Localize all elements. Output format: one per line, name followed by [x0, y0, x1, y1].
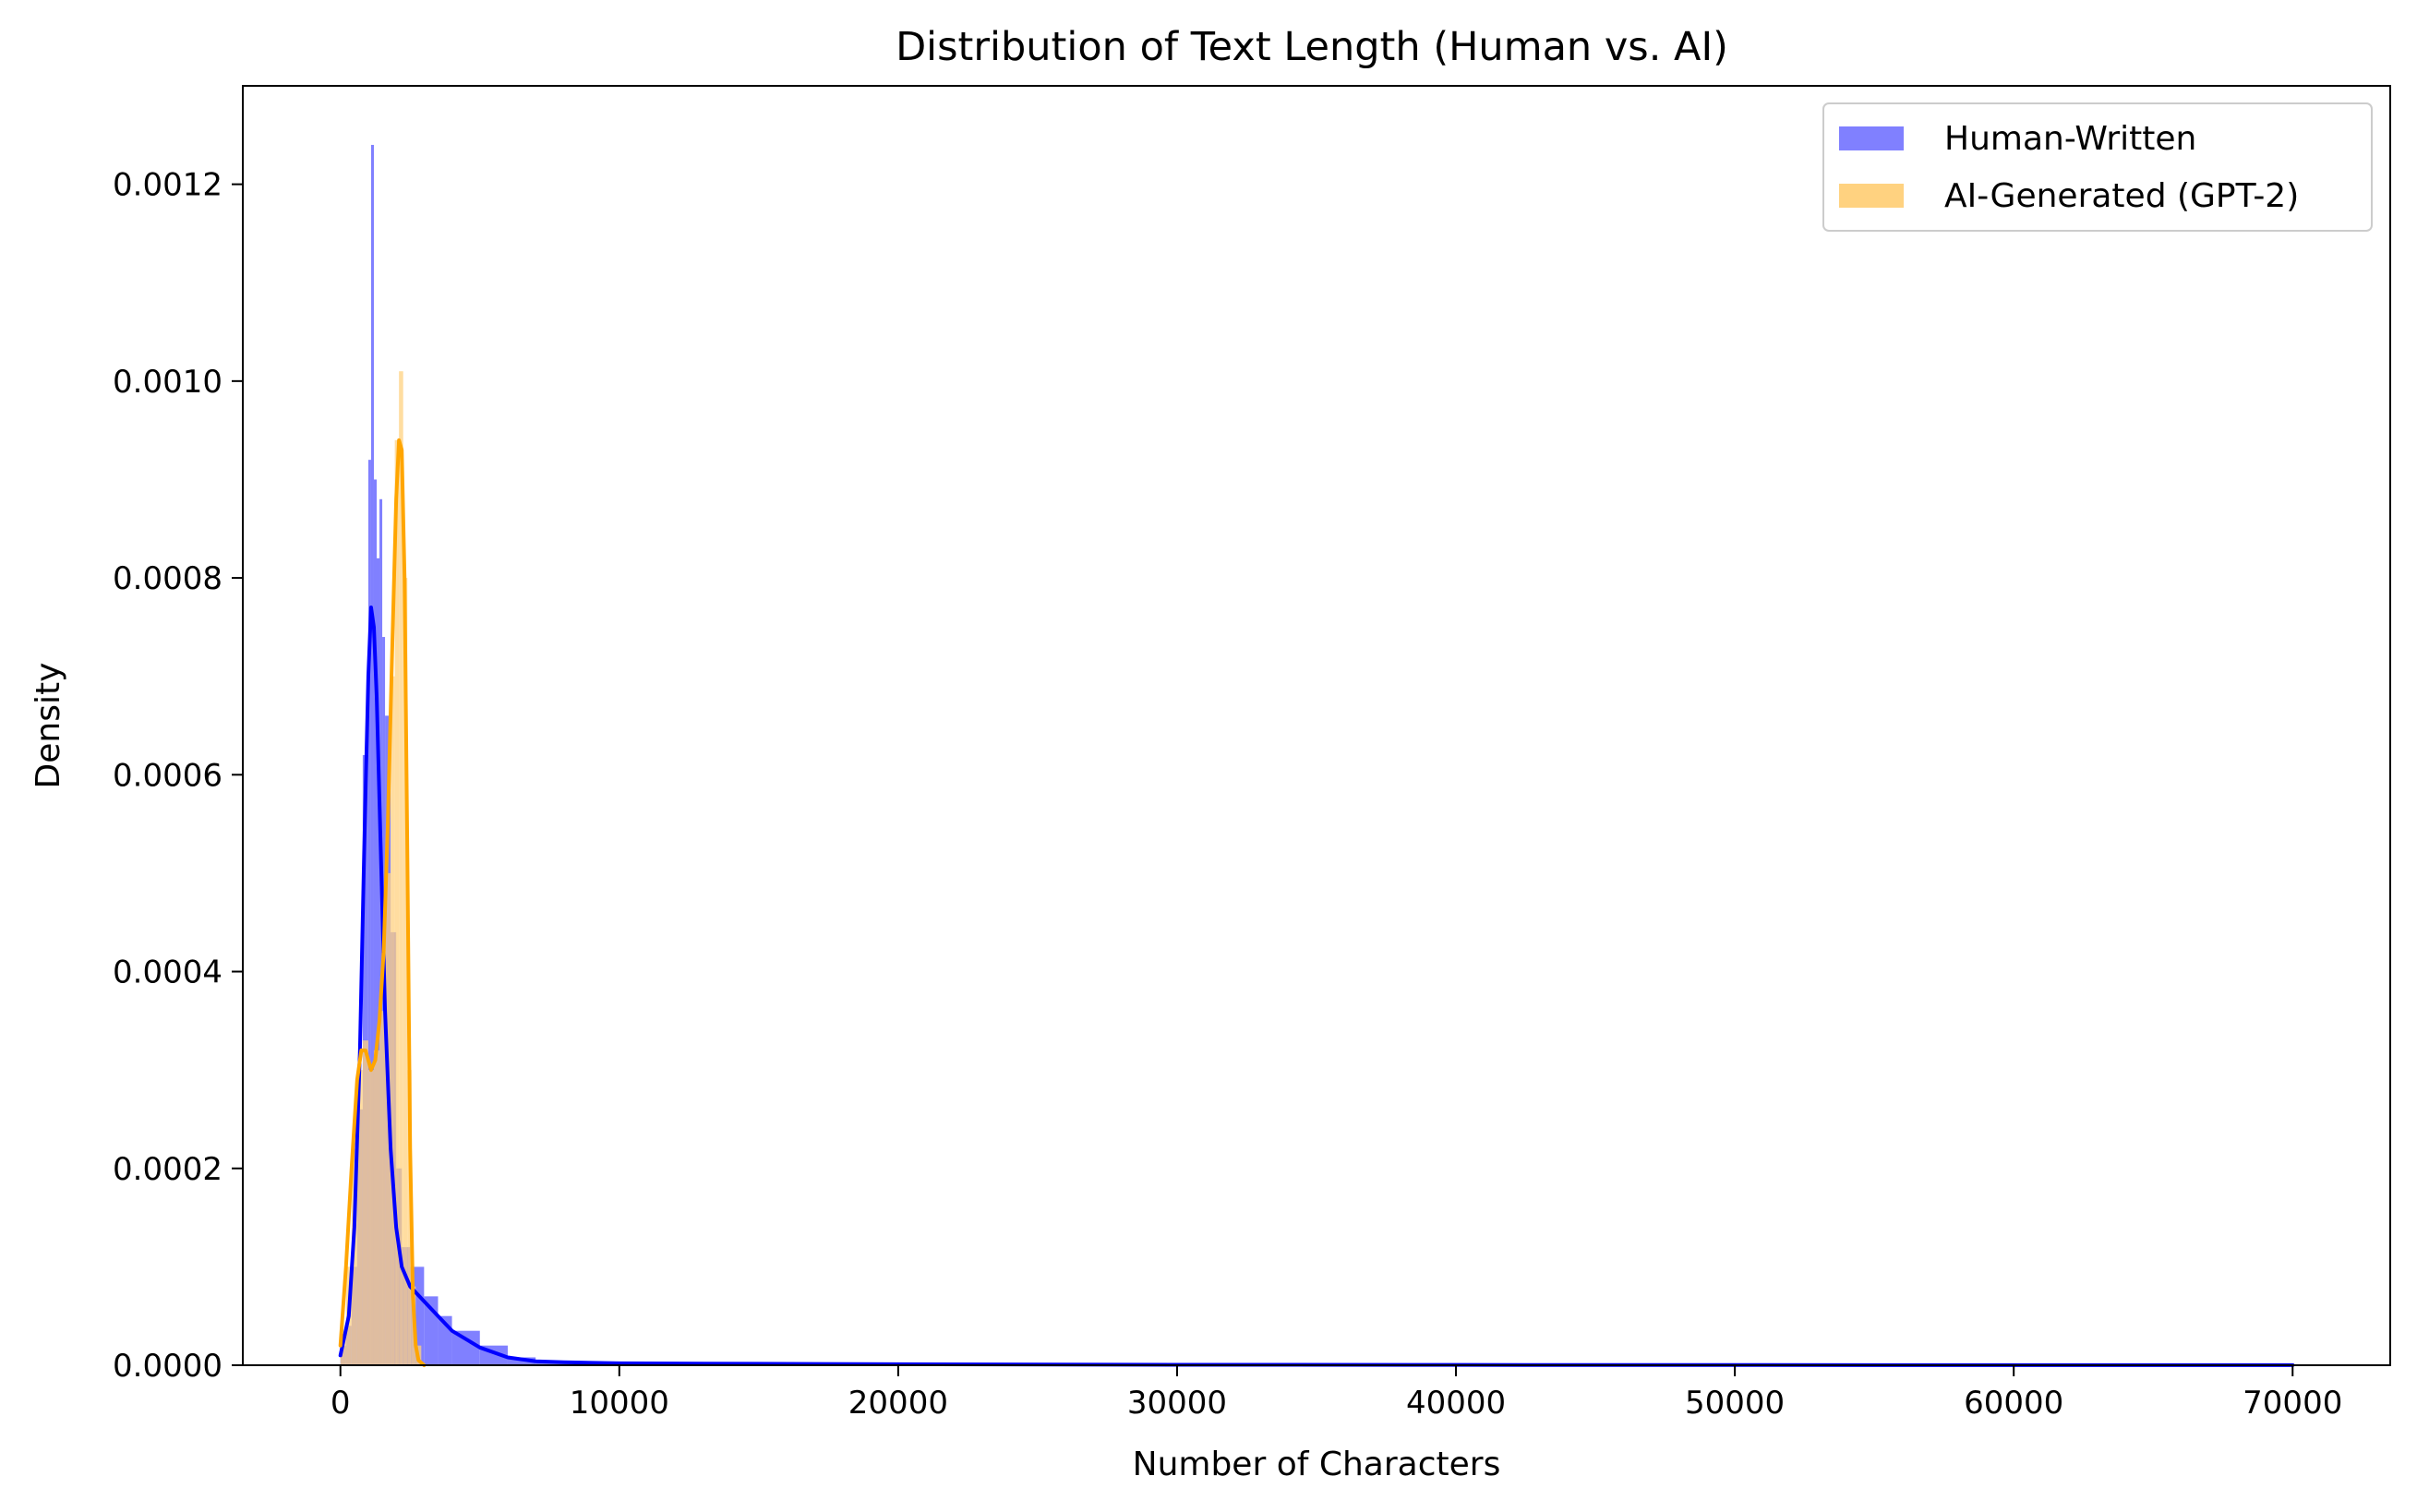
y-axis: 0.0000 0.0002 0.0004 0.0006 0.0008 0.0010 0.00… [113, 167, 243, 1385]
histogram-bar [391, 676, 395, 1365]
legend-swatch-ai [1839, 184, 1904, 208]
legend-swatch-human [1839, 126, 1904, 150]
histogram-bar [403, 578, 408, 1365]
x-tick-label: 40000 [1406, 1385, 1506, 1422]
plot-frame [242, 85, 2391, 1366]
histogram-bar [370, 144, 374, 1365]
kde-line-ai [338, 438, 427, 1367]
y-axis-label: Density [30, 663, 67, 789]
histogram-bar [394, 439, 400, 1365]
legend: Human-Written AI-Generated (GPT-2) [1822, 102, 2373, 232]
y-tick-label: 0.0006 [113, 757, 222, 794]
histogram-bar [399, 371, 403, 1366]
legend-label-human: Human-Written [1944, 120, 2196, 158]
histogram-bar [379, 1011, 386, 1365]
x-tick-label: 30000 [1127, 1385, 1227, 1422]
y-tick-label: 0.0002 [113, 1151, 222, 1188]
histogram-bar [379, 498, 383, 1365]
histogram-bar [367, 1070, 374, 1365]
histogram-bar [407, 1070, 412, 1365]
x-tick-label: 0 [331, 1385, 351, 1422]
histogram-bar [362, 1040, 368, 1365]
histogram-bar [451, 1330, 480, 1365]
histogram-layer [340, 144, 2293, 1366]
histogram-bar [376, 558, 380, 1365]
x-tick-label: 60000 [1964, 1385, 2063, 1422]
y-tick-label: 0.0010 [113, 364, 222, 401]
x-tick-label: 50000 [1685, 1385, 1785, 1422]
plot-area [243, 86, 2390, 1365]
legend-label-ai: AI-Generated (GPT-2) [1944, 177, 2299, 215]
histogram-bar [507, 1357, 536, 1365]
x-tick-label: 20000 [848, 1385, 948, 1422]
histogram-bar [351, 1148, 357, 1365]
x-tick-label: 70000 [2243, 1385, 2342, 1422]
x-axis: 0 10000 20000 30000 40000 50000 60000 70000 [331, 1365, 2342, 1422]
x-axis-label: Number of Characters [1133, 1446, 1501, 1483]
chart-title: Distribution of Text Length (Human vs. A… [896, 24, 1728, 70]
histogram-bar [373, 479, 377, 1365]
x-tick-label: 10000 [570, 1385, 669, 1422]
y-tick-label: 0.0000 [113, 1348, 222, 1385]
histogram-bar [373, 1050, 380, 1365]
histogram-bar [367, 460, 371, 1366]
y-tick-label: 0.0004 [113, 954, 222, 991]
y-tick-label: 0.0008 [113, 560, 222, 597]
legend-box [1822, 102, 2373, 232]
y-tick-label: 0.0012 [113, 167, 222, 204]
histogram-bar [356, 1070, 363, 1365]
